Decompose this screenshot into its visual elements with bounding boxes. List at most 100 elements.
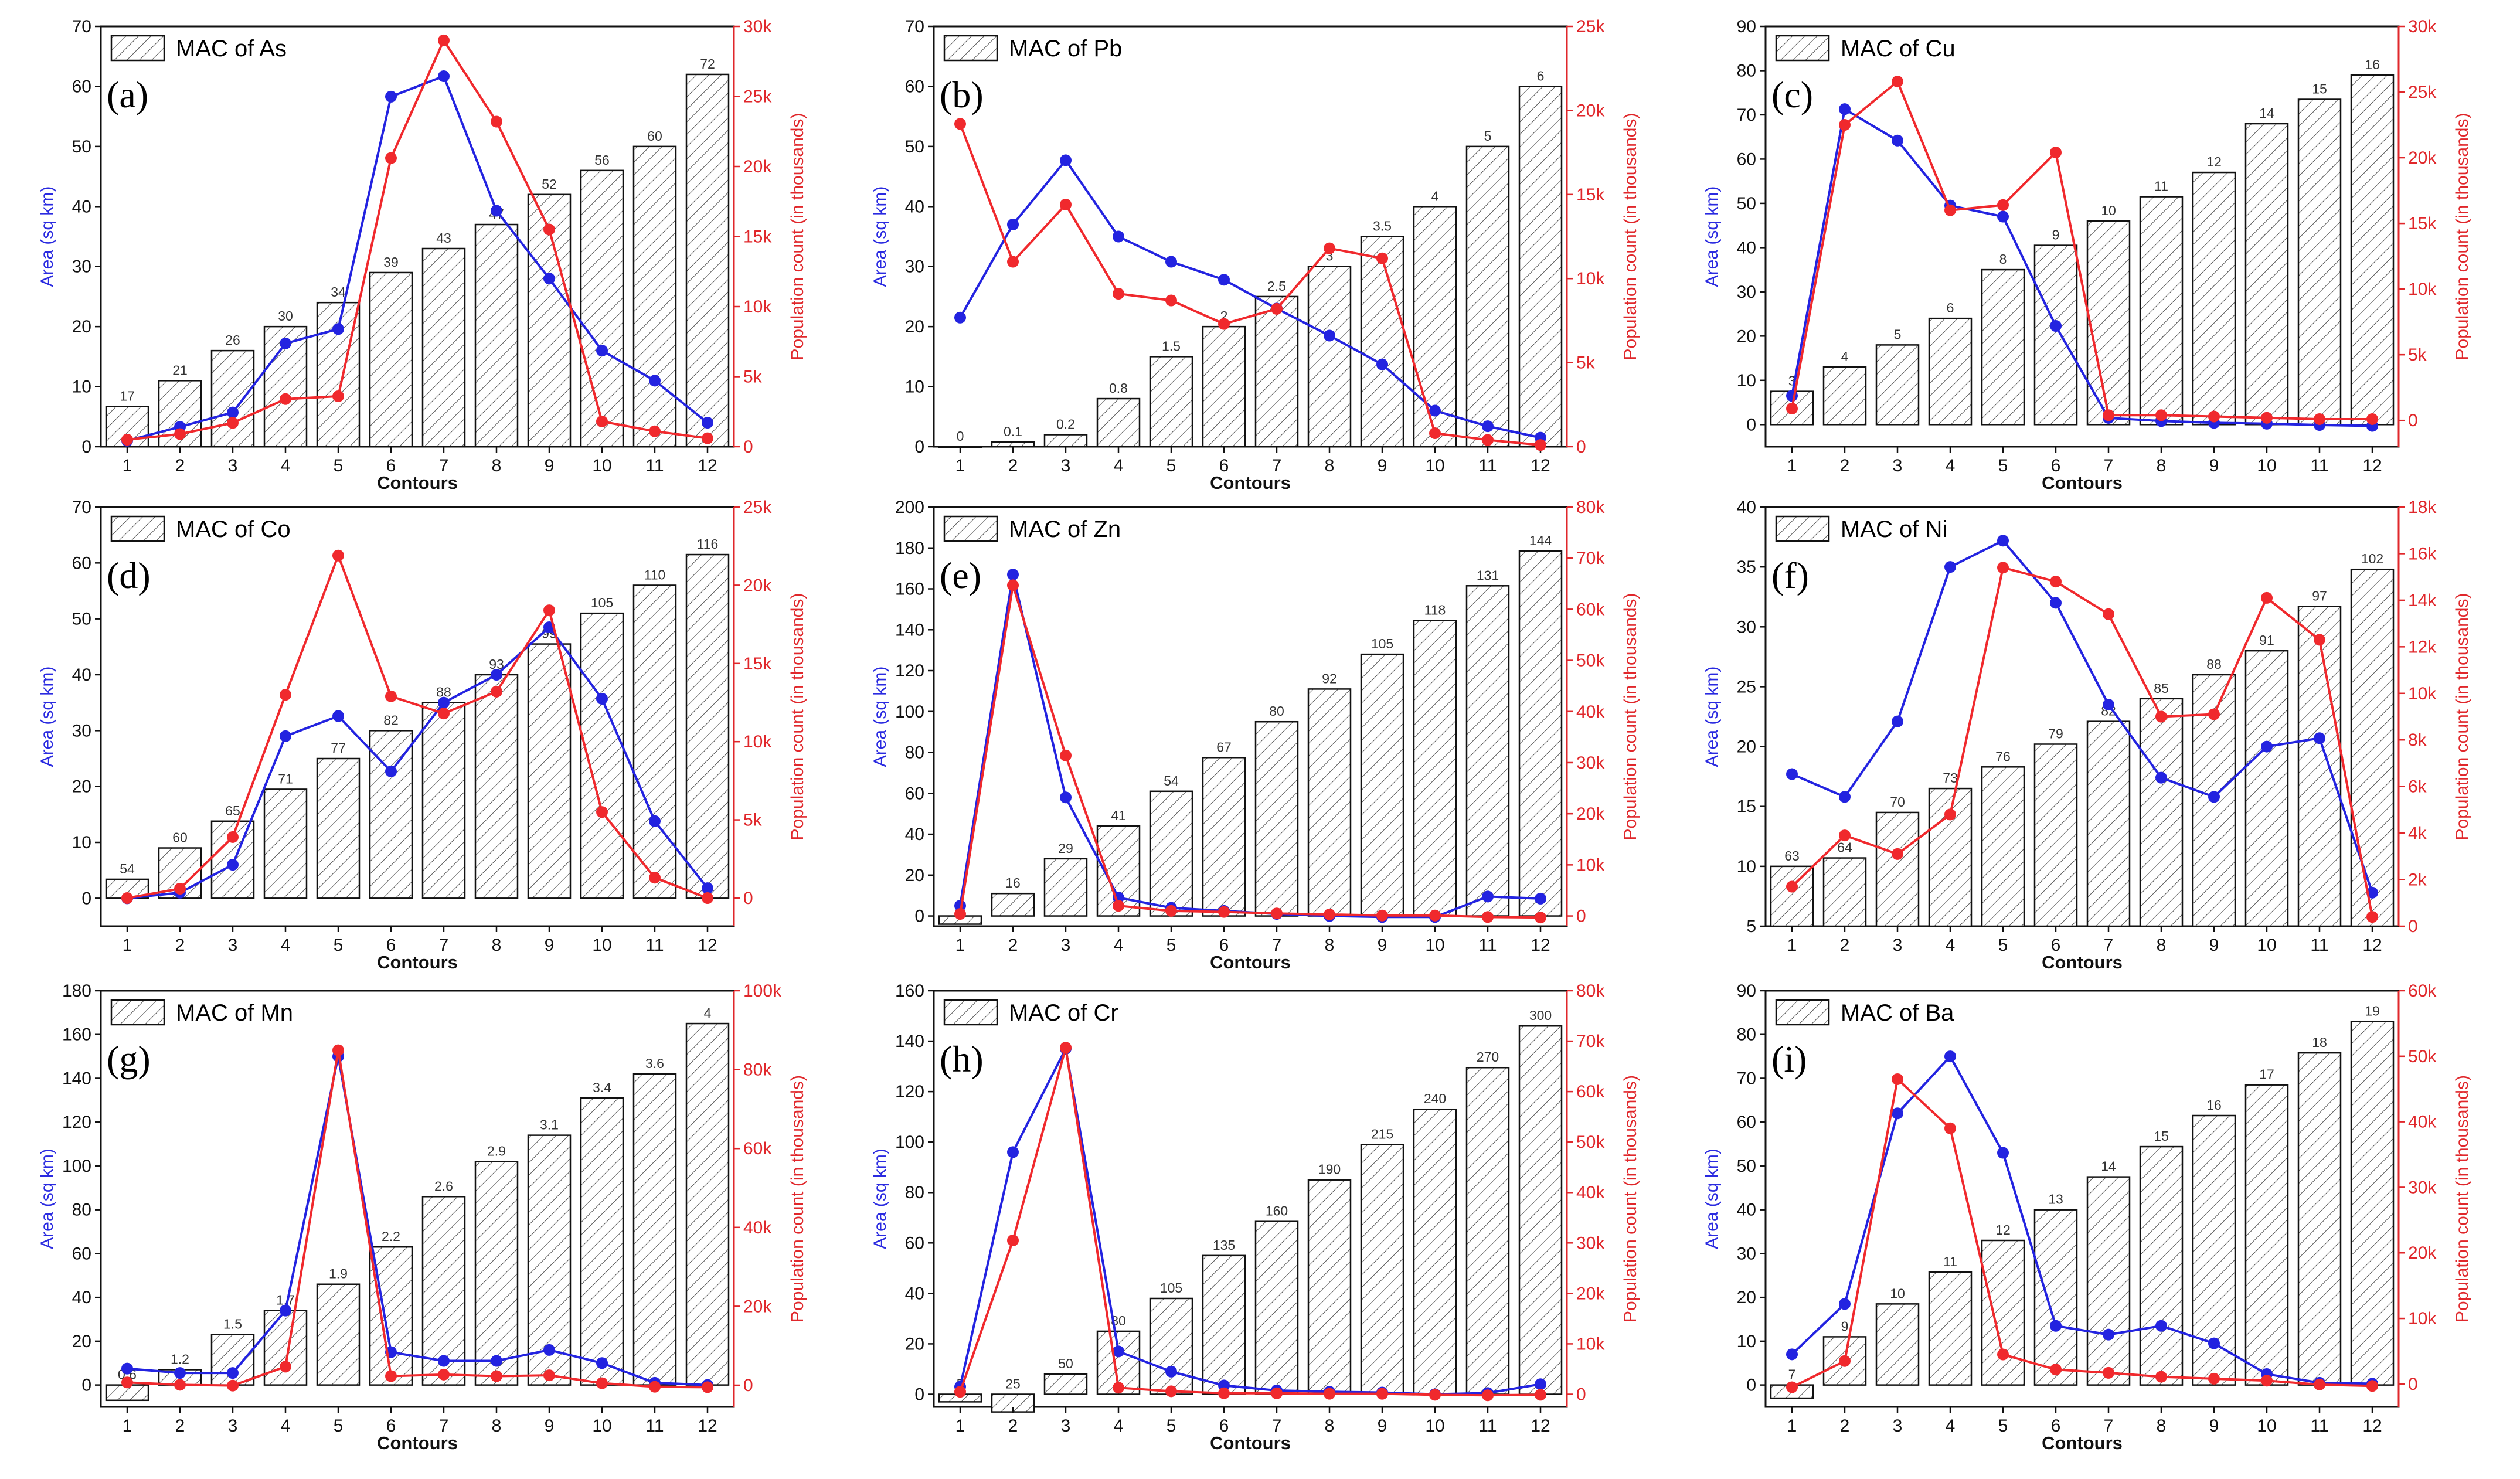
chart-2-x-tick-1: 1 [1787, 456, 1797, 475]
chart-2-population-point-3 [1892, 76, 1903, 88]
chart-5-bar-label-9: 88 [2206, 657, 2222, 672]
chart-6-population-point-1 [121, 1376, 133, 1389]
chart-2-x-axis-label: Contours [2042, 472, 2123, 493]
chart-1-area-point-1 [954, 311, 966, 324]
chart-5-x-tick-2: 2 [1840, 936, 1850, 955]
chart-1-bar-5 [1149, 356, 1193, 448]
chart-2-population-point-8 [2155, 409, 2167, 421]
chart-6-panel-label: (g) [107, 1038, 151, 1080]
chart-8-x-tick-12: 12 [2362, 1416, 2382, 1436]
chart-8-area-point-8 [2155, 1320, 2167, 1332]
chart-2-right-tick-6: 30k [2408, 17, 2437, 36]
chart-5-bar-8 [2139, 698, 2184, 927]
chart-5-area-point-11 [2314, 732, 2325, 744]
chart-6-area-point-3 [227, 1367, 239, 1379]
chart-4-right-tick-5: 50k [1576, 651, 1605, 671]
chart-8-bar-label-6: 13 [2048, 1192, 2063, 1207]
chart-2-left-tick-9: 90 [1737, 17, 1756, 36]
chart-5-population-point-11 [2314, 634, 2325, 646]
chart-5-bar-3 [1875, 811, 1920, 927]
chart-7-bar-11 [1465, 1066, 1510, 1395]
chart-4-population-point-11 [1482, 911, 1494, 923]
chart-2-left-tick-1: 10 [1737, 371, 1756, 390]
chart-4-right-tick-0: 0 [1576, 907, 1586, 926]
chart-1-population-point-2 [1007, 256, 1019, 268]
chart-4-right-tick-4: 40k [1576, 702, 1605, 722]
chart-8-population-point-12 [2366, 1380, 2378, 1392]
chart-7-left-tick-7: 140 [895, 1032, 924, 1051]
chart-1-x-tick-5: 5 [1167, 456, 1176, 475]
chart-8-bar-label-9: 16 [2206, 1097, 2222, 1113]
chart-1-left-tick-0: 0 [914, 437, 924, 457]
chart-4-bar-label-5: 54 [1164, 773, 1179, 788]
chart-0-area-point-12 [702, 417, 713, 429]
chart-4-right-tick-8: 80k [1576, 498, 1605, 517]
chart-8-population-point-3 [1892, 1073, 1903, 1085]
chart-0-area-point-7 [438, 70, 450, 83]
chart-3-population-point-8 [491, 685, 502, 698]
chart-3-area-point-11 [649, 815, 661, 827]
chart-7-x-tick-3: 3 [1061, 1416, 1071, 1436]
chart-7-right-tick-5: 50k [1576, 1133, 1605, 1152]
chart-0-x-tick-2: 2 [175, 456, 185, 475]
chart-4-population-point-6 [1218, 906, 1230, 918]
chart-7-x-tick-5: 5 [1167, 1416, 1176, 1436]
chart-8-x-tick-6: 6 [2051, 1416, 2061, 1436]
chart-7-bar-label-7: 160 [1266, 1203, 1288, 1219]
chart-3-bar-4 [263, 788, 308, 899]
chart-8-bar-11 [2297, 1052, 2342, 1386]
chart-3-population-point-5 [332, 549, 344, 562]
chart-1-bar-4 [1096, 397, 1141, 448]
chart-4-left-tick-9: 180 [895, 539, 924, 558]
chart-4-panel-label: (e) [940, 555, 981, 596]
chart-3-right-tick-5: 25k [743, 498, 772, 517]
chart-0-population-point-10 [596, 415, 608, 427]
chart-7-population-point-3 [1060, 1042, 1072, 1054]
chart-4-population-point-2 [1007, 579, 1019, 591]
chart-4-bar-6 [1202, 757, 1246, 917]
chart-1-x-tick-3: 3 [1061, 456, 1071, 475]
chart-5-population-point-10 [2261, 591, 2273, 604]
chart-5-area-point-7 [2103, 699, 2114, 711]
chart-1-bar-label-2: 0.1 [1004, 424, 1022, 439]
chart-1-left-tick-3: 30 [905, 257, 924, 277]
chart-3-area-point-10 [596, 692, 608, 705]
chart-3-bar-label-5: 77 [331, 740, 346, 756]
chart-6-x-tick-10: 10 [592, 1416, 611, 1436]
chart-0-bar-label-2: 21 [172, 362, 188, 378]
chart-4-bar-12 [1518, 550, 1563, 917]
chart-5-x-tick-6: 6 [2051, 936, 2061, 955]
chart-0-area-point-5 [332, 323, 344, 335]
chart-6-bar-5 [316, 1283, 361, 1386]
chart-3-x-tick-1: 1 [123, 936, 132, 955]
chart-3-x-tick-2: 2 [175, 936, 185, 955]
chart-7-bar-label-2: 25 [1005, 1376, 1021, 1391]
chart-0-area-point-4 [280, 337, 291, 349]
chart-7-bar-label-5: 105 [1160, 1280, 1182, 1296]
chart-3-area-line [127, 625, 709, 900]
chart-8-bar-label-12: 19 [2365, 1003, 2380, 1018]
chart-6-bar-7 [421, 1196, 466, 1386]
chart-2-population-point-5 [1997, 199, 2009, 211]
chart-2-population-point-12 [2366, 413, 2378, 425]
chart-4-population-point-9 [1376, 909, 1388, 922]
chart-8-population-point-7 [2103, 1366, 2114, 1379]
chart-4-bar-label-4: 41 [1111, 808, 1126, 823]
chart-3-panel-label: (d) [107, 555, 151, 596]
chart-5-x-axis-label: Contours [2042, 952, 2123, 973]
chart-1-left-tick-5: 50 [905, 137, 924, 157]
chart-7-bar-5 [1149, 1297, 1193, 1395]
chart-3-left-tick-5: 50 [72, 610, 91, 629]
chart-2-bar-label-11: 15 [2312, 81, 2327, 97]
chart-1-population-point-4 [1113, 288, 1124, 300]
chart-6-left-tick-0: 0 [81, 1376, 91, 1395]
chart-8-x-tick-5: 5 [1998, 1416, 2008, 1436]
chart-7-population-point-10 [1429, 1389, 1441, 1401]
chart-4: 3162941546780921051181311440204060801001… [870, 498, 1640, 973]
chart-0-bar-3 [210, 349, 255, 448]
chart-0-right-tick-1: 5k [743, 368, 763, 387]
chart-0-x-tick-1: 1 [123, 456, 132, 475]
chart-6-x-tick-3: 3 [228, 1416, 238, 1436]
chart-6-population-point-6 [385, 1370, 397, 1382]
chart-0-bar-9 [527, 193, 572, 448]
